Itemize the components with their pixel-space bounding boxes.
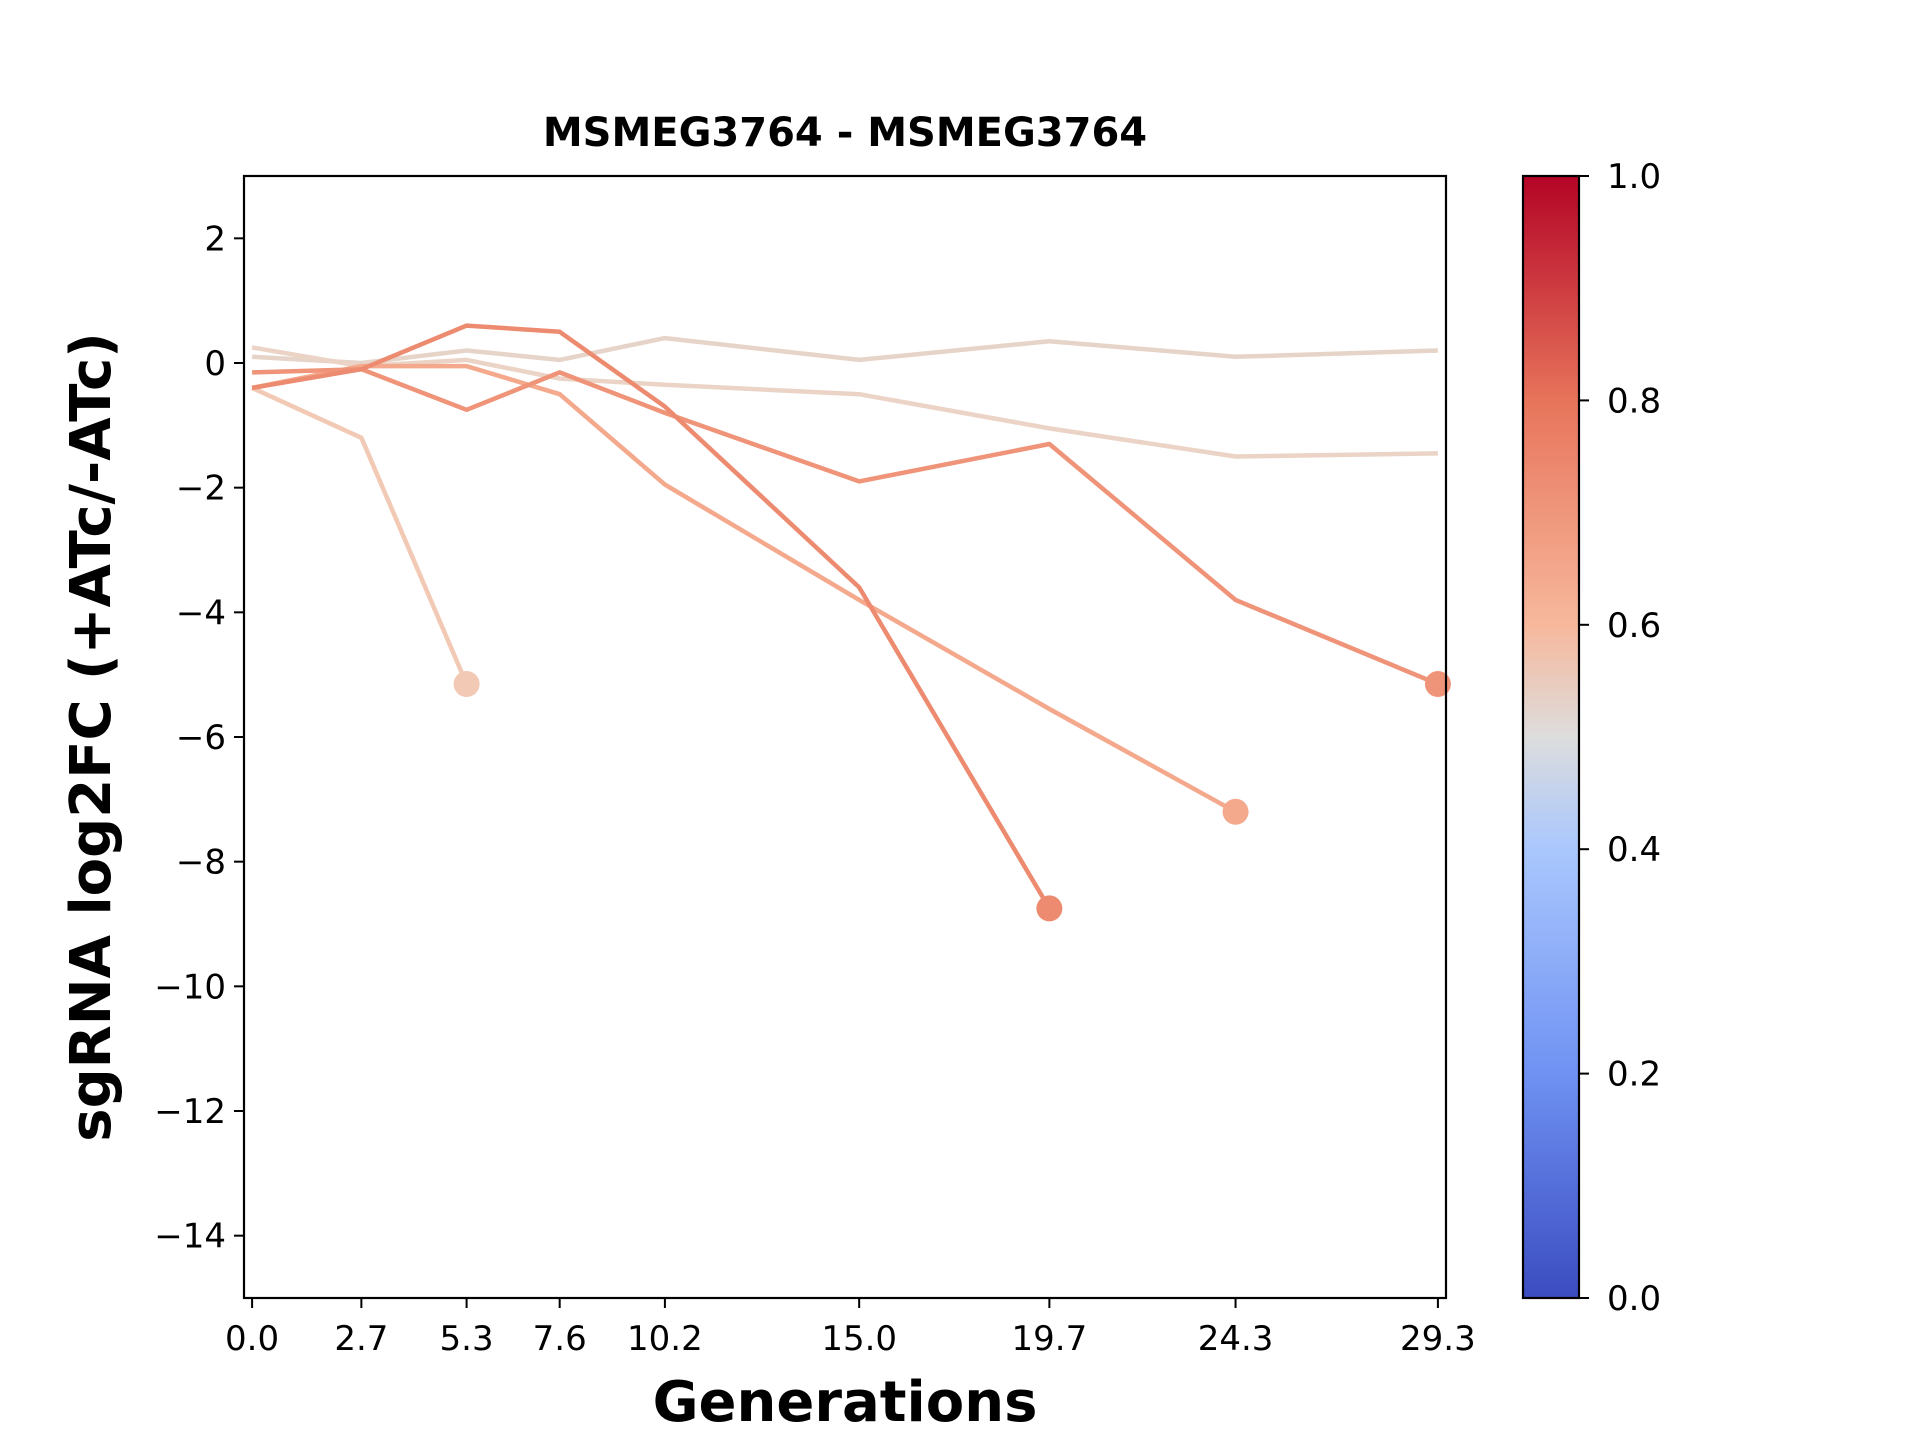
y-axis-label: sgRNA log2FC (+ATc/-ATc) — [59, 332, 124, 1142]
y-tick-label: 0 — [204, 344, 226, 384]
series-line-5 — [252, 366, 1439, 687]
x-tick-label: 29.3 — [1400, 1319, 1476, 1359]
series-layer — [251, 323, 1439, 910]
colorbar-tick-label: 1.0 — [1607, 157, 1661, 197]
series-end-point-5 — [1424, 671, 1451, 698]
y-tick-label: −8 — [176, 843, 226, 883]
x-axis: 0.0 2.7 5.3 7.6 10.2 15.0 19.7 24.3 29.3 — [225, 1298, 1476, 1359]
y-tick-label: 2 — [204, 219, 226, 259]
y-axis: 2 0 −2 −4 −6 −8 −10 −12 −14 — [154, 219, 244, 1257]
x-tick-label: 0.0 — [225, 1319, 279, 1359]
series-end-point-3 — [453, 671, 480, 698]
x-tick-label: 19.7 — [1012, 1319, 1088, 1359]
colorbar-axis: 0.0 0.2 0.4 0.6 0.8 1.0 — [1579, 157, 1661, 1319]
colorbar-tick-label: 0.8 — [1607, 381, 1661, 421]
marker-layer — [453, 671, 1451, 922]
y-tick-label: −12 — [154, 1092, 226, 1132]
x-tick-label: 15.0 — [821, 1319, 897, 1359]
colorbar-tick-label: 0.4 — [1607, 830, 1661, 870]
x-axis-label: Generations — [653, 1370, 1038, 1435]
series-end-point-4 — [1222, 798, 1249, 825]
y-tick-label: −6 — [176, 718, 226, 758]
colorbar-tick-label: 0.0 — [1607, 1279, 1661, 1319]
colorbar-tick-label: 0.2 — [1607, 1055, 1661, 1095]
x-tick-label: 5.3 — [440, 1319, 494, 1359]
series-end-point-6 — [1036, 895, 1063, 922]
series-line-1 — [251, 335, 1438, 366]
chart-title: MSMEG3764 - MSMEG3764 — [543, 110, 1147, 156]
colorbar-tick-label: 0.6 — [1607, 606, 1661, 646]
series-line-3 — [251, 385, 469, 685]
x-tick-label: 10.2 — [627, 1319, 703, 1359]
series-line-2 — [251, 345, 1438, 459]
colorbar — [1521, 174, 1581, 1300]
series-line-4 — [251, 363, 1237, 814]
x-tick-label: 7.6 — [533, 1319, 587, 1359]
y-tick-label: −2 — [176, 469, 226, 509]
series-line-6 — [251, 323, 1052, 910]
y-tick-label: −4 — [176, 593, 226, 633]
x-tick-label: 2.7 — [334, 1319, 388, 1359]
y-tick-label: −14 — [154, 1217, 226, 1257]
y-tick-label: −10 — [154, 967, 226, 1007]
x-tick-label: 24.3 — [1198, 1319, 1274, 1359]
